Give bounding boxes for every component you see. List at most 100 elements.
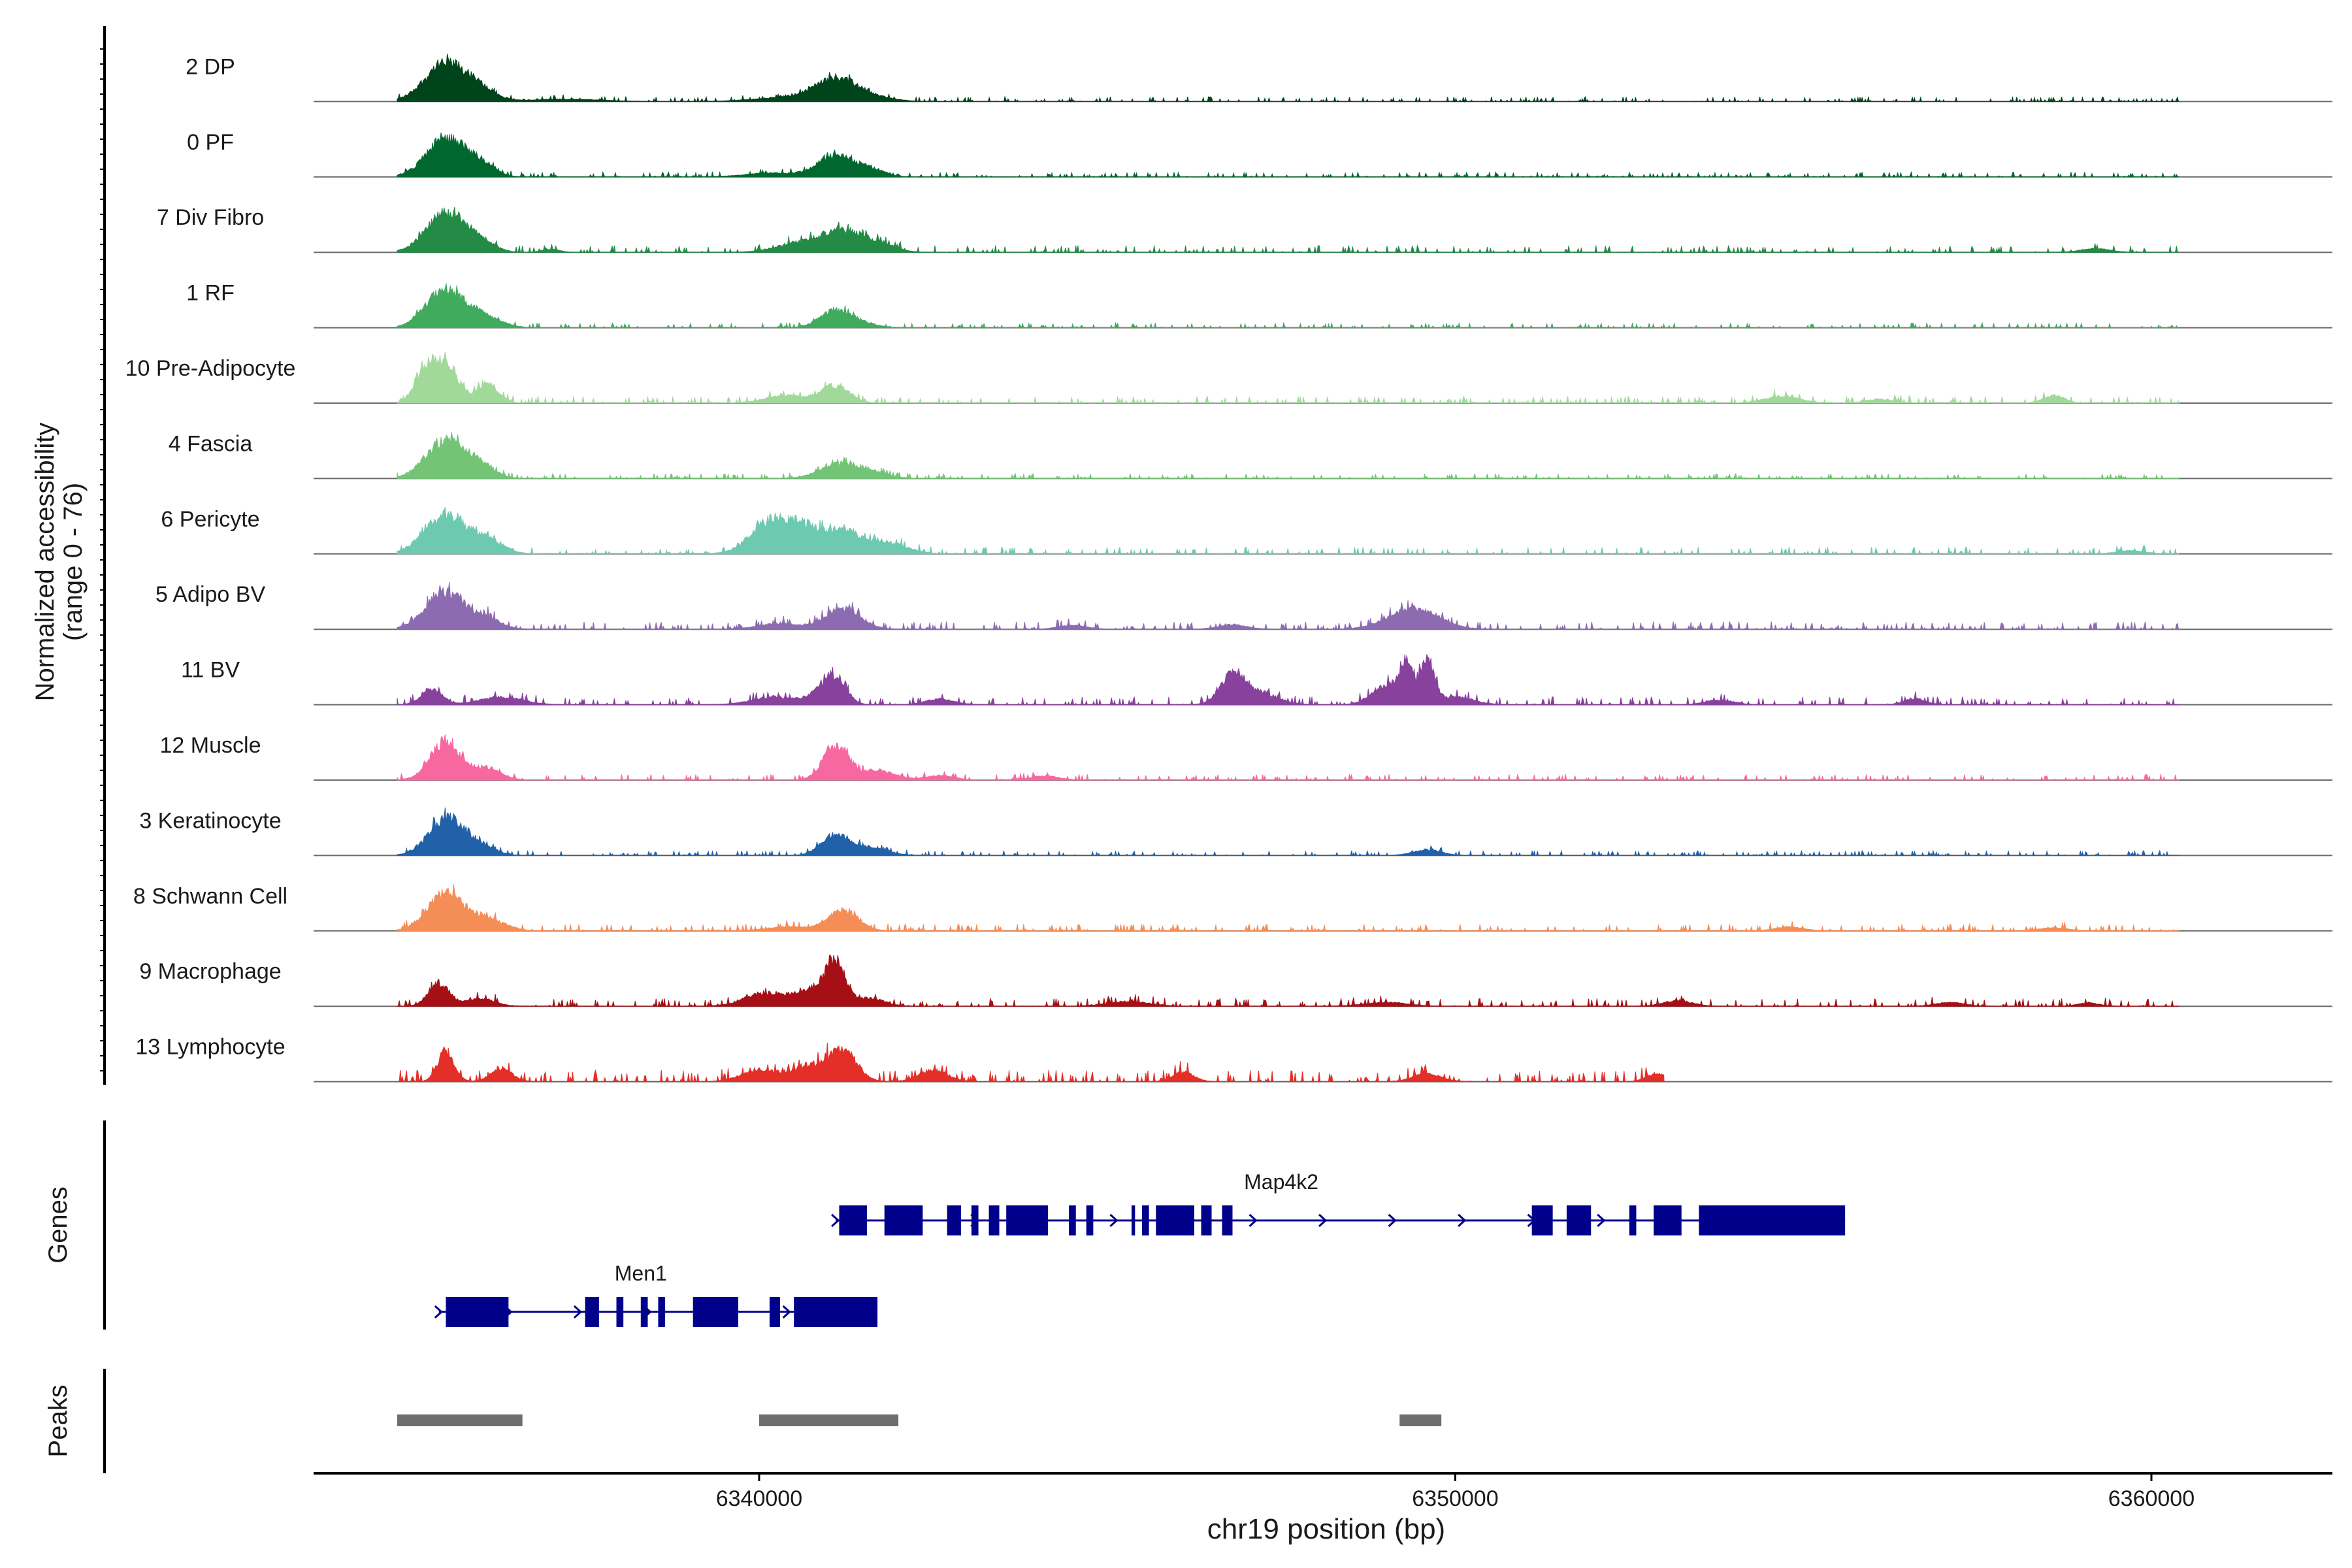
coverage-area	[397, 581, 2180, 631]
track: 7 Div Fibro	[157, 205, 2332, 253]
track-label: 3 Keratinocyte	[139, 808, 281, 833]
track: 6 Pericyte	[161, 506, 2332, 555]
strand-arrow	[434, 1305, 444, 1319]
strand-arrow	[1597, 1213, 1606, 1228]
exon	[446, 1297, 509, 1327]
track: 4 Fascia	[169, 431, 2332, 480]
exon	[1006, 1205, 1049, 1235]
coverage-area	[397, 54, 2180, 103]
exon	[1699, 1205, 1846, 1235]
exon	[947, 1205, 961, 1235]
y-axis-label-line1: Normalized accessibility	[31, 423, 59, 702]
track-label: 6 Pericyte	[161, 507, 259, 532]
exon	[1086, 1205, 1094, 1235]
coverage-y-axis	[100, 26, 106, 1085]
track: 10 Pre-Adipocyte	[125, 351, 2332, 404]
coverage-area	[397, 207, 2180, 253]
exon	[616, 1297, 624, 1327]
exon	[1201, 1205, 1212, 1235]
strand-arrow	[1249, 1213, 1258, 1228]
track: 9 Macrophage	[139, 955, 2332, 1007]
coverage-area	[397, 283, 2180, 329]
track-label: 1 RF	[186, 281, 235, 306]
track: 2 DP	[186, 54, 2332, 103]
peaks-panel-label: Peaks	[44, 1384, 73, 1457]
genes-panel: Map4k2 Men1	[434, 1170, 1846, 1327]
coverage-tracks: 2 DP 0 PF 7 Div Fibro 1 RF 10 Pre-Adipocyte 4…	[125, 54, 2332, 1083]
x-tick-label: 6340000	[716, 1486, 802, 1511]
x-tick-label: 6350000	[1412, 1486, 1498, 1511]
exon	[794, 1297, 878, 1327]
track-label: 7 Div Fibro	[157, 205, 264, 230]
exon	[693, 1297, 738, 1327]
exon	[1531, 1205, 1553, 1235]
x-tick-label: 6360000	[2108, 1486, 2195, 1511]
track-label: 11 BV	[181, 658, 240, 683]
strand-arrow	[1318, 1213, 1328, 1228]
exon	[1156, 1205, 1194, 1235]
exon	[1131, 1205, 1135, 1235]
track: 1 RF	[186, 281, 2332, 329]
coverage-area	[397, 955, 2180, 1007]
peak-region	[1399, 1414, 1442, 1426]
peaks-panel	[397, 1414, 1442, 1426]
peak-region	[759, 1414, 899, 1426]
strand-arrow	[573, 1305, 583, 1319]
exon	[1654, 1205, 1682, 1235]
track: 12 Muscle	[160, 733, 2332, 781]
exon	[971, 1205, 979, 1235]
exon	[1566, 1205, 1592, 1235]
x-axis: 6340000 6350000 6360000	[314, 1472, 2332, 1511]
coverage-area	[397, 884, 2180, 932]
coverage-area	[397, 1043, 1665, 1083]
track: 11 BV	[181, 654, 2332, 706]
exon	[640, 1297, 648, 1327]
exon	[1141, 1205, 1149, 1235]
y-axis-label-line2: (range 0 - 76)	[59, 483, 88, 641]
strand-arrow	[782, 1305, 791, 1319]
track: 0 PF	[187, 130, 2332, 178]
coverage-area	[397, 506, 2180, 555]
strand-arrow	[831, 1213, 840, 1228]
track-label: 9 Macrophage	[139, 959, 281, 984]
track-label: 10 Pre-Adipocyte	[125, 356, 296, 381]
exon	[884, 1205, 923, 1235]
track: 8 Schwann Cell	[133, 884, 2332, 932]
gene-name: Men1	[615, 1262, 667, 1285]
track-label: 2 DP	[186, 54, 235, 79]
strand-arrow	[1109, 1213, 1119, 1228]
gene-name: Map4k2	[1244, 1170, 1318, 1194]
track-label: 8 Schwann Cell	[133, 884, 287, 909]
track: 3 Keratinocyte	[139, 808, 2332, 857]
track: 5 Adipo BV	[155, 581, 2332, 631]
coverage-area	[397, 734, 2180, 781]
exon	[1222, 1205, 1233, 1235]
peak-region	[397, 1414, 523, 1426]
coverage-area	[397, 808, 2180, 857]
track-label: 12 Muscle	[160, 733, 261, 758]
x-axis-label: chr19 position (bp)	[1207, 1513, 1445, 1545]
exon	[1069, 1205, 1076, 1235]
track-label: 5 Adipo BV	[155, 582, 266, 607]
track-label: 13 Lymphocyte	[135, 1035, 285, 1060]
track-label: 0 PF	[187, 130, 234, 155]
strand-arrow	[1458, 1213, 1467, 1228]
exon	[769, 1297, 780, 1327]
coverage-area	[397, 132, 2180, 178]
gene: Map4k2	[831, 1170, 1846, 1235]
track-label: 4 Fascia	[169, 431, 253, 456]
coverage-area	[397, 432, 2180, 480]
genes-panel-label: Genes	[44, 1186, 73, 1264]
coverage-area	[397, 351, 2180, 404]
exon	[585, 1297, 599, 1327]
strand-arrow	[1388, 1213, 1397, 1228]
exon	[839, 1205, 868, 1235]
exon	[988, 1205, 1000, 1235]
exon	[1629, 1205, 1637, 1235]
track: 13 Lymphocyte	[135, 1035, 2332, 1083]
coverage-area	[397, 654, 2180, 706]
exon	[658, 1297, 666, 1327]
gene: Men1	[434, 1262, 878, 1327]
